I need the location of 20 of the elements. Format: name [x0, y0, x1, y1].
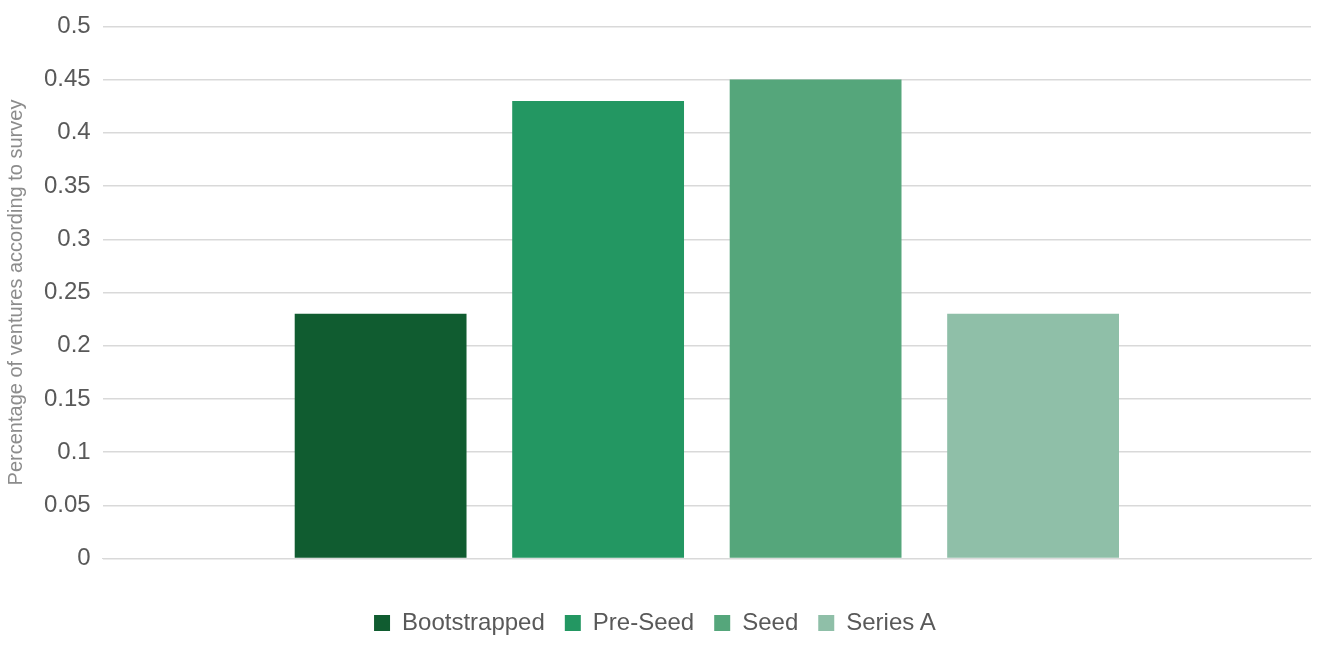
- bar: [729, 79, 902, 558]
- y-tick-label: 0.1: [57, 436, 91, 464]
- bar: [294, 313, 467, 558]
- y-tick-label: 0.5: [57, 11, 91, 39]
- y-tick-label: 0.45: [43, 64, 91, 92]
- y-tick-label: 0.3: [57, 223, 91, 251]
- y-tick-label: 0.4: [57, 117, 91, 145]
- y-axis-title: Percentage of ventures according to survey: [3, 99, 26, 486]
- y-tick-label: 0.2: [57, 330, 91, 358]
- y-tick-label: 0.15: [43, 383, 91, 411]
- bar: [947, 313, 1119, 558]
- y-tick-label: 0.25: [43, 277, 91, 305]
- y-tick-label: 0.35: [43, 170, 91, 198]
- y-tick-label: 0: [77, 543, 91, 571]
- bar: [512, 100, 685, 558]
- legend-label: Bootstrapped: [402, 607, 545, 635]
- y-tick-label: 0.05: [43, 490, 91, 518]
- legend-label: Pre-Seed: [592, 607, 695, 635]
- legend-label: Seed: [742, 607, 799, 635]
- legend-label: Series A: [846, 607, 936, 635]
